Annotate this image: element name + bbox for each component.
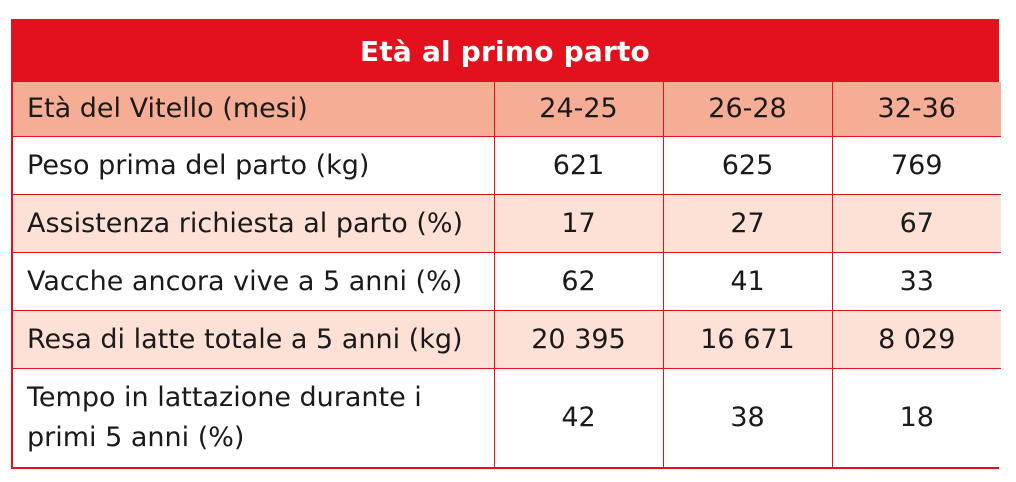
- header-label-cell: Età del Vitello (mesi): [13, 82, 495, 137]
- value-cell: 769: [831, 135, 1001, 195]
- data-table: Età del Vitello (mesi) 24-25 26-28 32-36…: [13, 82, 1001, 467]
- value-cell: 62: [493, 251, 664, 311]
- value-cell: 42: [493, 367, 664, 467]
- table-row: Vacche ancora vive a 5 anni (%) 62 41 33: [13, 251, 1001, 311]
- table-row: Peso prima del parto (kg) 621 625 769: [13, 135, 1001, 195]
- data-table-container: Età al primo parto Età del Vitello (mesi…: [11, 19, 1001, 469]
- row-label-cell: Peso prima del parto (kg): [13, 135, 495, 195]
- header-column-cell: 26-28: [662, 82, 833, 137]
- value-cell: 41: [662, 251, 833, 311]
- value-cell: 67: [831, 193, 1001, 253]
- table-row: Resa di latte totale a 5 anni (kg) 20 39…: [13, 309, 1001, 369]
- value-cell: 16 671: [662, 309, 833, 369]
- row-label-cell: Vacche ancora vive a 5 anni (%): [13, 251, 495, 311]
- row-label-cell: Tempo in lattazione durante i primi 5 an…: [13, 367, 495, 467]
- value-cell: 621: [493, 135, 664, 195]
- header-column-cell: 24-25: [493, 82, 664, 137]
- table-title: Età al primo parto: [13, 21, 997, 82]
- header-row: Età del Vitello (mesi) 24-25 26-28 32-36: [13, 82, 1001, 137]
- value-cell: 38: [662, 367, 833, 467]
- row-label-cell: Assistenza richiesta al parto (%): [13, 193, 495, 253]
- value-cell: 17: [493, 193, 664, 253]
- row-label-cell: Resa di latte totale a 5 anni (kg): [13, 309, 495, 369]
- table-row: Assistenza richiesta al parto (%) 17 27 …: [13, 193, 1001, 253]
- value-cell: 33: [831, 251, 1001, 311]
- table-row: Tempo in lattazione durante i primi 5 an…: [13, 367, 1001, 467]
- header-column-cell: 32-36: [831, 82, 1001, 137]
- value-cell: 20 395: [493, 309, 664, 369]
- value-cell: 18: [831, 367, 1001, 467]
- value-cell: 625: [662, 135, 833, 195]
- value-cell: 27: [662, 193, 833, 253]
- value-cell: 8 029: [831, 309, 1001, 369]
